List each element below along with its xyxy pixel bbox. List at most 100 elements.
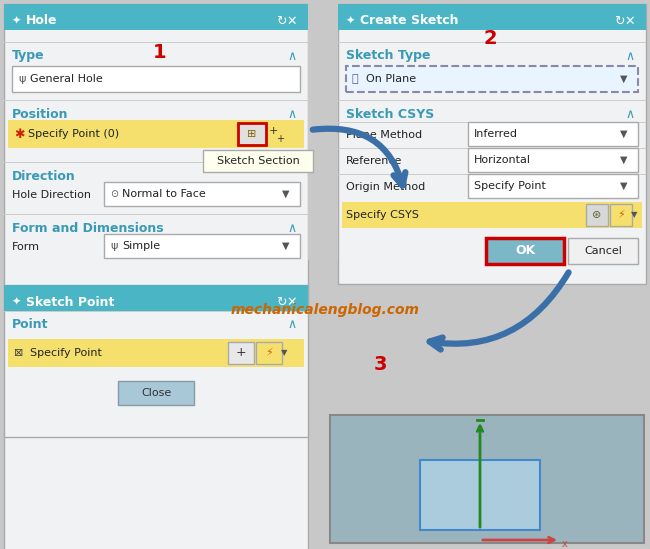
Bar: [610, 204, 632, 226]
Bar: [228, 342, 254, 364]
Bar: [4, 285, 308, 311]
Bar: [4, 311, 308, 312]
Text: 2: 2: [483, 29, 497, 48]
FancyArrowPatch shape: [313, 128, 406, 186]
Text: ∧: ∧: [287, 49, 296, 63]
Text: ✕: ✕: [287, 14, 297, 27]
Bar: [338, 42, 646, 43]
Text: Specify Point (0): Specify Point (0): [28, 129, 119, 139]
Text: +: +: [236, 346, 246, 360]
Text: Sketch Point: Sketch Point: [26, 295, 114, 309]
Text: ⊙: ⊙: [110, 189, 118, 199]
Text: Cancel: Cancel: [584, 246, 622, 256]
Bar: [4, 4, 308, 549]
Text: +: +: [276, 134, 284, 144]
Text: Specify CSYS: Specify CSYS: [346, 210, 419, 220]
Bar: [4, 42, 308, 43]
Text: Sketch CSYS: Sketch CSYS: [346, 108, 434, 120]
Text: ▼: ▼: [620, 129, 628, 139]
Bar: [338, 122, 646, 123]
Bar: [330, 415, 644, 543]
Bar: [104, 234, 300, 258]
Bar: [338, 4, 646, 30]
Bar: [586, 204, 608, 226]
Bar: [338, 148, 646, 149]
Text: Close: Close: [141, 388, 171, 398]
Text: Position: Position: [12, 108, 68, 120]
Text: ⚡: ⚡: [265, 348, 273, 358]
Bar: [468, 174, 638, 198]
Text: x: x: [562, 539, 567, 549]
Text: ∧: ∧: [625, 49, 634, 63]
Text: ▼: ▼: [620, 155, 628, 165]
Bar: [342, 202, 642, 228]
Text: Hole: Hole: [26, 14, 57, 27]
Bar: [12, 66, 300, 92]
Bar: [346, 66, 638, 92]
Text: ↻: ↻: [614, 14, 625, 27]
Bar: [338, 4, 646, 284]
Text: mechanicalengblog.com: mechanicalengblog.com: [231, 303, 419, 317]
Text: ▼: ▼: [630, 210, 637, 220]
Text: ▼: ▼: [282, 241, 290, 251]
Bar: [4, 42, 308, 43]
Text: Form and Dimensions: Form and Dimensions: [12, 221, 164, 234]
Text: ▼: ▼: [620, 74, 628, 84]
Text: ↻: ↻: [276, 295, 287, 309]
Text: ψ: ψ: [18, 74, 25, 84]
Text: Create Sketch: Create Sketch: [360, 14, 458, 27]
Text: Hole Direction: Hole Direction: [12, 190, 91, 200]
Bar: [468, 148, 638, 172]
Text: ∧: ∧: [287, 318, 296, 332]
Text: ⊞: ⊞: [247, 129, 257, 139]
Text: ✕: ✕: [287, 295, 297, 309]
Bar: [4, 214, 308, 215]
Bar: [238, 123, 266, 145]
Text: 3: 3: [373, 356, 387, 374]
Text: ⊠: ⊠: [14, 348, 23, 358]
Text: ⚡: ⚡: [617, 210, 625, 220]
Text: ∧: ∧: [287, 221, 296, 234]
Text: Direction: Direction: [12, 170, 76, 182]
Text: ✦: ✦: [12, 297, 21, 307]
Text: OK: OK: [515, 244, 535, 257]
Text: ▼: ▼: [281, 349, 287, 357]
Text: ✕: ✕: [625, 14, 635, 27]
Text: Reference: Reference: [346, 156, 402, 166]
Bar: [486, 238, 564, 264]
Bar: [420, 460, 540, 530]
Text: ✦: ✦: [12, 16, 21, 26]
Text: ∧: ∧: [287, 108, 296, 120]
Text: On Plane: On Plane: [366, 74, 416, 84]
Bar: [118, 381, 194, 405]
Bar: [203, 150, 313, 172]
Text: Inferred: Inferred: [474, 129, 518, 139]
Text: Normal to Face: Normal to Face: [122, 189, 206, 199]
Bar: [8, 120, 304, 148]
Text: ∧: ∧: [625, 108, 634, 120]
Bar: [338, 174, 646, 175]
Bar: [104, 182, 300, 206]
Text: Sketch Type: Sketch Type: [346, 49, 430, 63]
Text: Specify Point: Specify Point: [30, 348, 102, 358]
Bar: [338, 100, 646, 101]
Text: Type: Type: [12, 49, 45, 63]
Text: 1: 1: [153, 42, 167, 61]
Bar: [4, 162, 308, 163]
Bar: [308, 4, 338, 260]
Text: Specify Point: Specify Point: [474, 181, 546, 191]
Text: Point: Point: [12, 318, 49, 332]
Text: ✦: ✦: [346, 16, 356, 26]
FancyArrowPatch shape: [430, 272, 569, 350]
Text: ✱: ✱: [14, 127, 25, 141]
Bar: [8, 339, 304, 367]
Bar: [256, 342, 282, 364]
Text: Horizontal: Horizontal: [474, 155, 531, 165]
Text: Form: Form: [12, 242, 40, 252]
Text: Simple: Simple: [122, 241, 160, 251]
Bar: [568, 238, 638, 264]
Text: Sketch Section: Sketch Section: [216, 156, 300, 166]
Bar: [4, 100, 308, 101]
Text: ↻: ↻: [276, 14, 287, 27]
Text: ▼: ▼: [620, 181, 628, 191]
